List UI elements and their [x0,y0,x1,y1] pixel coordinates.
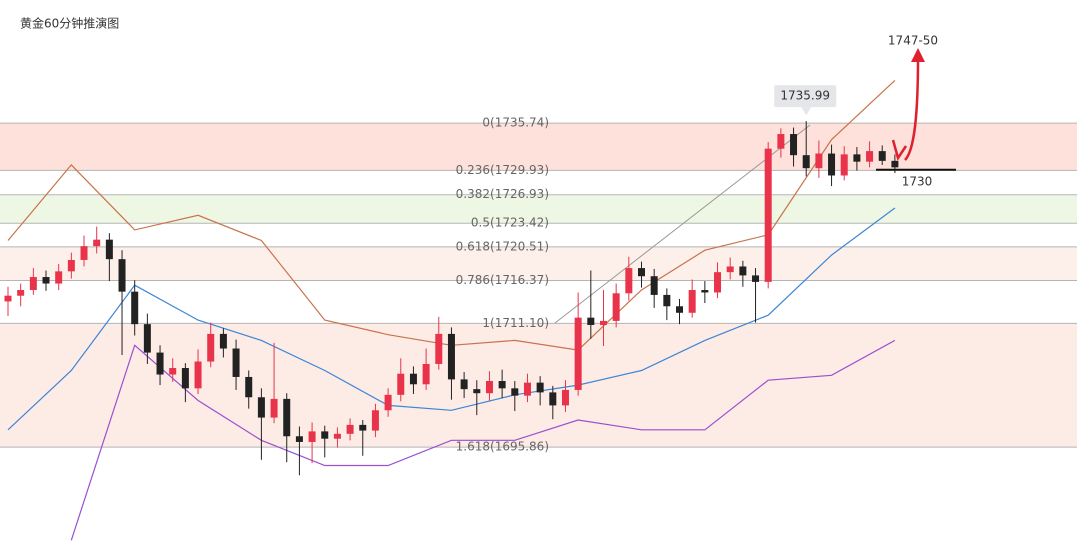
support-label: 1730 [902,174,933,188]
fib-label: 1.618(1695.86) [456,440,549,454]
candle-body [663,294,671,307]
candle-body [739,266,747,276]
candle-body [549,392,557,406]
candle-body [802,155,810,169]
zone [0,246,1077,281]
candle-body [422,363,430,385]
candle-body [169,368,177,375]
candle-body [599,320,607,325]
candle-body [156,352,164,375]
candle-body [321,431,329,439]
candle-body [473,389,481,394]
arrow-head [911,48,925,62]
candle-body [245,376,253,398]
high-label-pointer [801,107,812,116]
candle-body [726,266,734,273]
fib-label: 0(1735.74) [482,116,549,130]
candle-body [536,382,544,393]
candle-body [333,433,341,439]
candle-body [878,151,886,161]
candle-body [194,361,202,389]
candle-body [181,368,189,389]
candle-body [93,239,101,247]
candle-body [714,272,722,293]
candle-body [308,431,316,442]
candle-body [650,276,658,295]
candle-body [219,333,227,349]
candle-body [853,154,861,162]
candle-body [257,397,265,418]
high-label: 1735.99 [780,89,830,103]
candle-body [511,388,519,396]
zone [0,194,1077,224]
band-line [7,207,896,431]
candle-body [29,277,37,291]
candle-body [55,271,63,284]
fib-label: 0.382(1726.93) [456,187,549,201]
candle-body [891,160,899,168]
candle-body [346,424,354,434]
candle-body [359,424,367,431]
fib-label: 0.618(1720.51) [456,239,549,253]
candle-body [701,290,709,293]
candle-body [523,382,531,396]
candle-body [485,381,493,394]
candle-body [435,333,443,364]
fib-label: 1(1711.10) [482,316,549,330]
candle-body [498,381,506,389]
candle-body [777,134,785,149]
candle-body [574,317,582,390]
target-label: 1747-50 [888,34,938,48]
candle-body [270,398,278,418]
candle-body [42,277,50,284]
candle-body [840,154,848,176]
candle-body [118,259,126,292]
candle-body [397,373,405,395]
candle-body [409,373,417,385]
candle-body [561,389,569,406]
candle-body [790,134,798,156]
candle-body [67,259,75,272]
candle-body [612,293,620,321]
forecast-arrow [891,57,920,161]
band-line [70,339,896,541]
candle-body [295,436,303,442]
candle-body [131,291,139,325]
candle-body [384,394,392,411]
candle-body [638,268,645,277]
candle-body [105,239,113,260]
candle-body [17,290,25,296]
candle-body [625,268,633,294]
candle-body [676,306,684,313]
candle-body [828,153,836,176]
annotations: 1735.99 1730 [774,85,956,188]
candle-body [764,148,772,282]
fib-label: 0.786(1716.37) [456,273,549,287]
fib-levels: 0(1735.74) 0.236(1729.93) 0.382(1726.93) 0.… [0,116,1077,454]
candle-body [752,275,760,282]
candle-body [866,151,874,162]
candle-body [447,333,455,380]
candle-body [371,410,379,431]
candle-body [283,398,291,437]
candle-body [80,246,88,260]
candle-body [207,333,215,362]
candle-body [143,324,151,353]
candle-body [688,290,696,313]
fib-label: 0.236(1729.93) [456,163,549,177]
candle-body [4,295,12,302]
candle-body [460,379,468,390]
high-label-box [774,85,837,108]
chart-title: 黄金60分钟推演图 [20,16,119,31]
fib-label: 0.5(1723.42) [471,216,549,230]
candle-body [587,317,595,325]
candle-body [232,348,240,377]
candle-body [815,153,823,169]
candles [4,121,899,476]
